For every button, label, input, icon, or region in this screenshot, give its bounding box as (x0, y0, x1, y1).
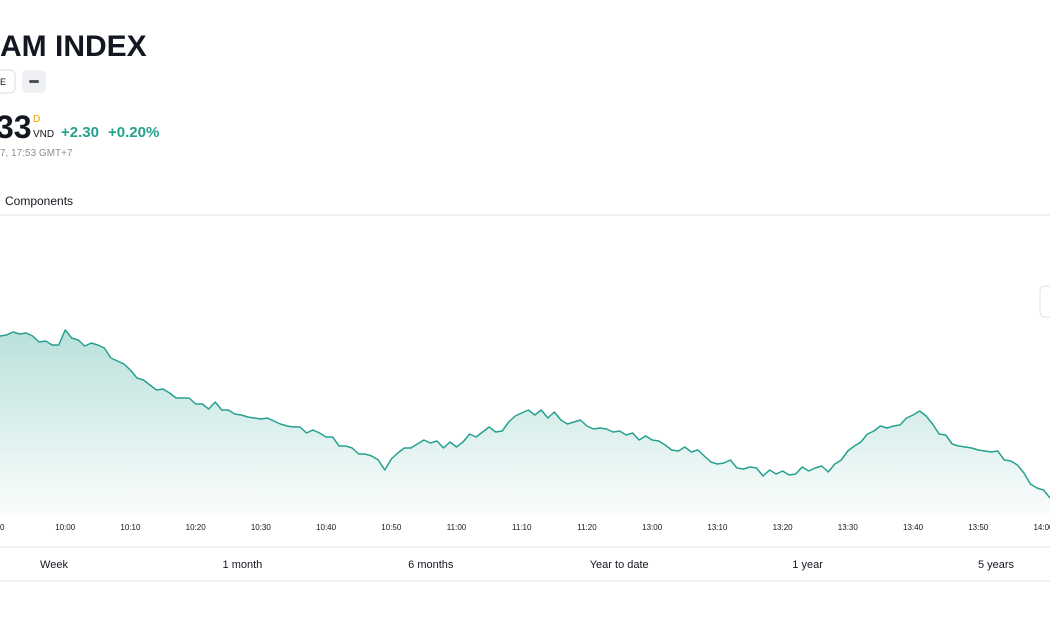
exchange-badge-text: E (0, 77, 6, 87)
x-tick-label: 50 (0, 523, 5, 532)
change: +2.30 (61, 124, 99, 141)
x-tick-label: 13:10 (707, 523, 728, 532)
exchange-badge[interactable] (0, 69, 16, 94)
index-title: AM INDEX (0, 30, 147, 63)
x-tick-label: 13:20 (773, 523, 794, 532)
x-tick-label: 13:00 (642, 523, 663, 532)
price-line (0, 329, 1050, 499)
area-fill (0, 330, 1050, 515)
plot: 50 10:00 10:10 10:20 10:30 10:40 10:50 11:00 11:… (0, 329, 1050, 532)
dash-icon (29, 80, 39, 83)
x-tick-label: 14:00 (1033, 523, 1050, 532)
range-bar: Week 1 month 6 months Year to date 1 year 5 y… (40, 559, 1014, 571)
x-tick-label: 10:10 (120, 523, 141, 532)
range-button[interactable]: 6 months (408, 559, 454, 571)
side-button[interactable] (1039, 285, 1050, 318)
x-tick-label: 13:50 (968, 523, 989, 532)
x-tick-label: 10:40 (316, 523, 337, 532)
x-tick-label: 11:00 (447, 523, 467, 532)
x-tick-label: 10:30 (251, 523, 272, 532)
range-button[interactable]: Week (40, 559, 68, 571)
x-tick-label: 13:40 (903, 523, 924, 532)
x-tick-label: 10:20 (186, 523, 207, 532)
range-button[interactable]: Year to date (590, 559, 649, 571)
price: 33 (0, 109, 32, 145)
range-button[interactable]: 5 years (978, 559, 1015, 571)
x-tick-label: 13:30 (838, 523, 859, 532)
price-flag: D (33, 114, 40, 125)
tab[interactable]: Components (5, 194, 73, 208)
range-button[interactable]: 1 year (792, 559, 823, 571)
x-tick-label: 10:50 (381, 523, 402, 532)
change-percent: +0.20% (108, 124, 159, 141)
x-tick-label: 11:20 (577, 523, 597, 532)
x-tick-label: 11:10 (512, 523, 532, 532)
timestamp: 7, 17:53 GMT+7 (0, 148, 73, 159)
range-button[interactable]: 1 month (223, 559, 263, 571)
currency: VND (33, 129, 54, 140)
x-tick-label: 10:00 (55, 523, 76, 532)
